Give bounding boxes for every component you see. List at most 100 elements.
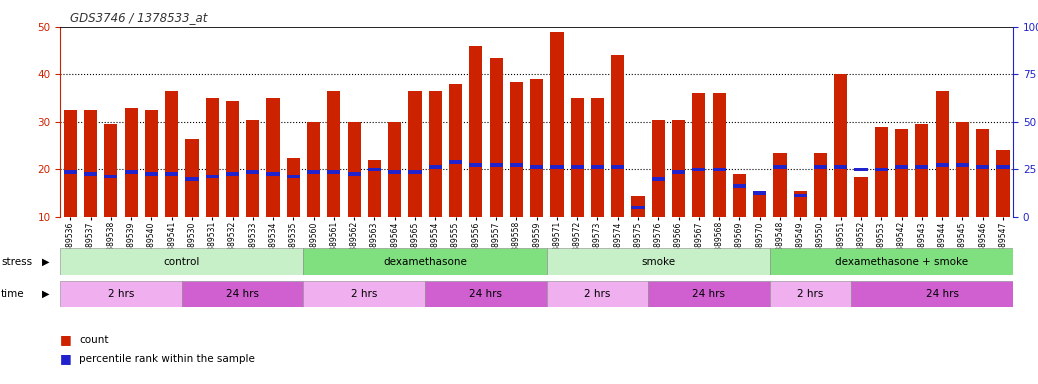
- Bar: [854, 167, 868, 171]
- Bar: [611, 165, 624, 169]
- Bar: [60, 248, 303, 275]
- Bar: [307, 170, 320, 174]
- Bar: [547, 281, 648, 307]
- Bar: [267, 98, 279, 217]
- Bar: [652, 119, 665, 217]
- Bar: [648, 281, 770, 307]
- Bar: [429, 165, 442, 169]
- Bar: [854, 177, 868, 217]
- Bar: [469, 46, 483, 217]
- Bar: [145, 172, 158, 176]
- Bar: [182, 281, 303, 307]
- Bar: [794, 191, 807, 217]
- Text: 24 hrs: 24 hrs: [226, 289, 260, 299]
- Text: count: count: [79, 335, 108, 345]
- Bar: [712, 93, 726, 217]
- Bar: [408, 170, 421, 174]
- Bar: [226, 172, 239, 176]
- Bar: [631, 205, 645, 209]
- Bar: [712, 167, 726, 171]
- Bar: [935, 163, 949, 167]
- Bar: [267, 172, 279, 176]
- Bar: [935, 91, 949, 217]
- Bar: [206, 98, 219, 217]
- Text: ▶: ▶: [42, 289, 49, 299]
- Bar: [571, 165, 583, 169]
- Bar: [104, 124, 117, 217]
- Bar: [976, 129, 989, 217]
- Bar: [60, 281, 182, 307]
- Bar: [286, 175, 300, 179]
- Bar: [367, 167, 381, 171]
- Bar: [449, 84, 462, 217]
- Bar: [226, 101, 239, 217]
- Bar: [327, 91, 340, 217]
- Bar: [165, 91, 179, 217]
- Bar: [733, 184, 746, 188]
- Bar: [426, 281, 547, 307]
- Bar: [692, 167, 706, 171]
- Bar: [388, 170, 402, 174]
- Text: dexamethasone: dexamethasone: [383, 257, 467, 266]
- Text: ■: ■: [60, 353, 72, 366]
- Bar: [976, 165, 989, 169]
- Text: time: time: [1, 289, 25, 299]
- Bar: [84, 172, 98, 176]
- Text: 2 hrs: 2 hrs: [584, 289, 610, 299]
- Bar: [956, 163, 969, 167]
- Bar: [875, 167, 887, 171]
- Bar: [692, 93, 706, 217]
- Bar: [63, 110, 77, 217]
- Bar: [956, 122, 969, 217]
- Bar: [408, 91, 421, 217]
- Bar: [429, 91, 442, 217]
- Text: stress: stress: [1, 257, 32, 266]
- Text: 2 hrs: 2 hrs: [797, 289, 823, 299]
- Bar: [84, 110, 98, 217]
- Bar: [510, 163, 523, 167]
- Bar: [246, 170, 260, 174]
- Bar: [814, 165, 827, 169]
- Bar: [754, 191, 766, 217]
- Bar: [104, 175, 117, 179]
- Bar: [206, 175, 219, 179]
- Bar: [571, 98, 583, 217]
- Bar: [63, 170, 77, 174]
- Bar: [770, 248, 1034, 275]
- Bar: [652, 177, 665, 181]
- Bar: [490, 58, 502, 217]
- Bar: [916, 124, 928, 217]
- Bar: [851, 281, 1034, 307]
- Bar: [303, 248, 547, 275]
- Bar: [307, 122, 320, 217]
- Bar: [835, 74, 847, 217]
- Text: percentile rank within the sample: percentile rank within the sample: [79, 354, 254, 364]
- Bar: [550, 165, 564, 169]
- Bar: [348, 172, 361, 176]
- Bar: [611, 55, 624, 217]
- Bar: [186, 139, 198, 217]
- Bar: [672, 119, 685, 217]
- Bar: [449, 161, 462, 164]
- Bar: [125, 108, 138, 217]
- Bar: [875, 127, 887, 217]
- Bar: [895, 165, 908, 169]
- Bar: [996, 165, 1010, 169]
- Bar: [794, 194, 807, 197]
- Bar: [530, 165, 543, 169]
- Bar: [327, 170, 340, 174]
- Bar: [733, 174, 746, 217]
- Text: 24 hrs: 24 hrs: [469, 289, 502, 299]
- Bar: [490, 163, 502, 167]
- Bar: [672, 170, 685, 174]
- Text: ▶: ▶: [42, 257, 49, 266]
- Text: ■: ■: [60, 333, 72, 346]
- Text: GDS3746 / 1378533_at: GDS3746 / 1378533_at: [70, 11, 208, 24]
- Bar: [631, 195, 645, 217]
- Bar: [591, 98, 604, 217]
- Bar: [388, 122, 402, 217]
- Bar: [186, 177, 198, 181]
- Bar: [895, 129, 908, 217]
- Bar: [469, 163, 483, 167]
- Bar: [125, 170, 138, 174]
